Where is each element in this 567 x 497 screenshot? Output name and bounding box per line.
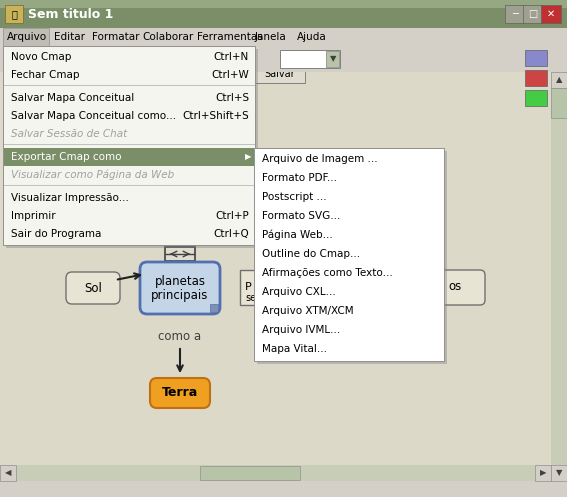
Text: Salvar Mapa Conceitual: Salvar Mapa Conceitual	[11, 93, 134, 103]
Bar	[257, 151, 447, 364]
Text: Ferramentas: Ferramentas	[197, 32, 263, 42]
Text: □: □	[528, 9, 538, 19]
Bar	[3, 28, 49, 46]
Bar	[240, 270, 270, 305]
Text: Ctrl+Q: Ctrl+Q	[213, 229, 249, 239]
Text: Janela: Janela	[255, 32, 287, 42]
Text: os: os	[448, 280, 462, 294]
Text: como a: como a	[158, 330, 201, 342]
Bar	[3, 46, 255, 245]
Text: P: P	[245, 282, 252, 292]
Text: ▲: ▲	[556, 76, 562, 84]
Bar	[200, 466, 300, 480]
Text: 🗺: 🗺	[11, 9, 17, 19]
Text: ◀: ◀	[5, 469, 11, 478]
Text: Sem titulo 1: Sem titulo 1	[28, 7, 113, 20]
Text: Editar: Editar	[54, 32, 85, 42]
FancyBboxPatch shape	[150, 378, 210, 408]
Bar	[165, 247, 195, 261]
FancyBboxPatch shape	[66, 272, 120, 304]
Text: Arquivo: Arquivo	[7, 32, 47, 42]
Text: Exportar Cmap como: Exportar Cmap como	[11, 152, 121, 162]
Text: ▶: ▶	[244, 153, 251, 162]
Text: Postscript ...: Postscript ...	[262, 192, 327, 202]
Bar	[525, 50, 547, 66]
Bar	[525, 90, 547, 106]
Text: Ajuda: Ajuda	[297, 32, 327, 42]
Text: principais: principais	[151, 289, 209, 303]
Bar	[551, 88, 567, 118]
Bar	[551, 465, 567, 481]
Text: Mapa Vital...: Mapa Vital...	[262, 344, 327, 354]
Bar	[505, 5, 525, 23]
Bar	[541, 5, 561, 23]
Bar	[5, 5, 23, 23]
Text: Arquivo de Imagem ...: Arquivo de Imagem ...	[262, 154, 378, 164]
Bar	[326, 51, 339, 67]
Bar	[0, 72, 551, 465]
Text: Terra: Terra	[162, 387, 198, 400]
Text: ▼: ▼	[330, 55, 336, 64]
Bar	[280, 50, 340, 68]
Text: Página Web...: Página Web...	[262, 230, 333, 240]
Bar	[0, 481, 567, 497]
Text: Imprimir: Imprimir	[11, 211, 56, 221]
Bar	[254, 148, 444, 361]
Text: ✕: ✕	[547, 9, 555, 19]
Bar	[551, 72, 567, 481]
Text: Ctrl+N: Ctrl+N	[214, 52, 249, 62]
Text: ▼: ▼	[556, 469, 562, 478]
Text: Salvar: Salvar	[265, 69, 295, 79]
Bar	[0, 46, 567, 72]
Bar	[210, 304, 218, 312]
Text: Formatar: Formatar	[92, 32, 139, 42]
Text: Ctrl+S: Ctrl+S	[215, 93, 249, 103]
Text: Salvar Sessão de Chat: Salvar Sessão de Chat	[11, 129, 127, 139]
Bar	[0, 28, 567, 46]
Bar	[255, 65, 305, 83]
Bar	[0, 465, 551, 481]
Text: Sair do Programa: Sair do Programa	[11, 229, 101, 239]
Bar	[0, 465, 16, 481]
Text: Visualizar Impressão...: Visualizar Impressão...	[11, 193, 129, 203]
Text: Arquivo IVML...: Arquivo IVML...	[262, 325, 340, 335]
Text: Novo Cmap: Novo Cmap	[11, 52, 71, 62]
Bar	[4, 148, 254, 166]
Text: Afirmações como Texto...: Afirmações como Texto...	[262, 268, 393, 278]
Text: Ctrl+P: Ctrl+P	[215, 211, 249, 221]
Text: Outline do Cmap...: Outline do Cmap...	[262, 249, 360, 259]
Text: Arquivo CXL...: Arquivo CXL...	[262, 287, 336, 297]
FancyBboxPatch shape	[430, 270, 485, 305]
Text: ▶: ▶	[540, 469, 546, 478]
Text: ─: ─	[512, 9, 518, 19]
Text: Formato PDF...: Formato PDF...	[262, 173, 337, 183]
Text: Colaborar: Colaborar	[142, 32, 193, 42]
Text: Fechar Cmap: Fechar Cmap	[11, 70, 79, 80]
Bar	[523, 5, 543, 23]
Text: sec: sec	[245, 293, 261, 303]
Bar	[535, 465, 551, 481]
Bar	[6, 49, 258, 248]
Bar	[525, 70, 547, 86]
Bar	[551, 72, 567, 88]
Text: Salvar Mapa Conceitual como...: Salvar Mapa Conceitual como...	[11, 111, 176, 121]
Text: planetas: planetas	[154, 275, 205, 288]
Text: Ctrl+W: Ctrl+W	[211, 70, 249, 80]
Text: Ctrl+Shift+S: Ctrl+Shift+S	[182, 111, 249, 121]
Text: Visualizar como Página da Web: Visualizar como Página da Web	[11, 170, 174, 180]
Bar	[0, 0, 567, 28]
FancyBboxPatch shape	[140, 262, 220, 314]
Text: Arquivo XTM/XCM: Arquivo XTM/XCM	[262, 306, 354, 316]
Text: Formato SVG...: Formato SVG...	[262, 211, 340, 221]
Text: Sol: Sol	[84, 281, 102, 295]
Bar	[0, 0, 567, 8]
